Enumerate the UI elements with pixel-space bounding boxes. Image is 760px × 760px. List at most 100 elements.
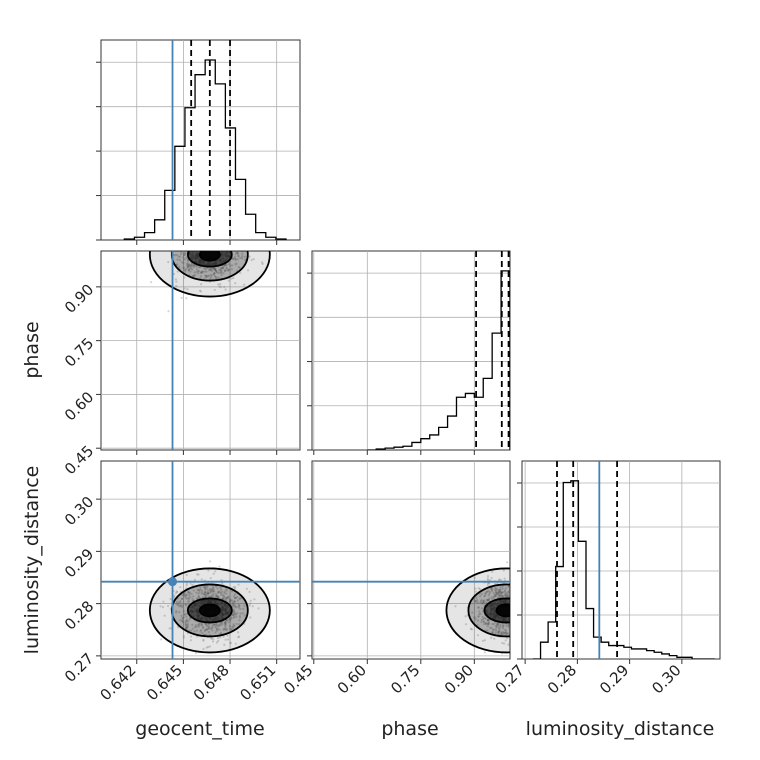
sample-point xyxy=(515,606,517,608)
sample-point xyxy=(224,626,227,629)
sample-point xyxy=(199,236,201,238)
sample-point xyxy=(538,606,540,608)
sample-point xyxy=(198,591,201,594)
sample-point xyxy=(541,600,543,602)
sample-point xyxy=(201,233,203,235)
sample-point xyxy=(494,631,497,634)
sample-point xyxy=(203,588,207,591)
sample-point xyxy=(186,287,189,291)
sample-point xyxy=(182,636,185,639)
sample-point xyxy=(204,622,207,626)
sample-point xyxy=(210,595,213,598)
sample-point xyxy=(179,586,182,589)
sample-point xyxy=(186,622,189,626)
sample-point xyxy=(510,602,512,604)
sample-point xyxy=(231,625,234,629)
panel-frame xyxy=(311,250,511,451)
sample-point xyxy=(213,268,217,271)
sample-point xyxy=(518,599,520,601)
sample-point xyxy=(178,611,181,614)
sample-point xyxy=(234,586,237,589)
sample-point xyxy=(486,578,490,582)
sample-point xyxy=(205,244,207,246)
sample-point xyxy=(193,247,195,249)
sample-point xyxy=(494,621,497,624)
sample-point xyxy=(476,634,480,637)
sample-point xyxy=(217,269,221,272)
sample-point xyxy=(204,231,206,233)
sample-point xyxy=(229,627,232,630)
sample-point xyxy=(216,242,218,244)
sample-point xyxy=(201,248,203,250)
sample-point xyxy=(175,610,178,613)
sample-point xyxy=(212,248,214,250)
sample-point xyxy=(214,269,217,273)
histogram-phase xyxy=(367,270,510,450)
sample-point xyxy=(518,604,520,606)
sample-point xyxy=(219,283,222,286)
sample-point xyxy=(188,594,191,597)
sample-point xyxy=(234,613,237,616)
sample-point xyxy=(185,573,188,577)
sample-point xyxy=(509,593,510,596)
sample-point xyxy=(233,615,236,619)
sample-point xyxy=(551,633,553,635)
sample-point xyxy=(476,619,480,622)
sample-point xyxy=(486,618,490,621)
sample-point xyxy=(537,588,539,590)
sample-point xyxy=(519,632,521,634)
sample-point xyxy=(223,285,226,289)
sample-point xyxy=(209,627,212,630)
sample-point xyxy=(492,592,495,595)
x-tick-label-phase: 0.75 xyxy=(387,661,423,697)
sample-point xyxy=(219,247,221,249)
sample-point xyxy=(235,262,238,265)
sample-point xyxy=(513,595,515,597)
sample-point xyxy=(203,244,205,246)
sample-point xyxy=(507,626,510,629)
sample-point xyxy=(236,252,239,255)
sample-point xyxy=(186,242,188,244)
y-tick-label-phase: 0.60 xyxy=(61,388,97,424)
sample-point xyxy=(511,633,513,635)
sample-point xyxy=(207,592,210,595)
sample-point xyxy=(212,623,215,626)
sample-point xyxy=(204,587,207,590)
sample-point xyxy=(185,262,189,265)
sample-point xyxy=(226,234,228,236)
sample-point xyxy=(496,593,499,596)
sample-point xyxy=(175,284,178,287)
sample-point xyxy=(187,263,190,266)
sample-point xyxy=(486,599,489,602)
sample-point xyxy=(169,251,172,253)
sample-point xyxy=(184,237,186,239)
sample-point xyxy=(514,596,516,598)
sample-point xyxy=(204,274,207,277)
sample-point xyxy=(490,587,494,590)
sample-point xyxy=(501,587,504,590)
sample-point xyxy=(473,599,476,603)
sample-point xyxy=(487,622,491,625)
sample-point xyxy=(204,267,207,270)
sample-point xyxy=(198,243,200,245)
sample-point xyxy=(211,270,214,273)
panel-frame xyxy=(100,460,301,660)
sample-point xyxy=(181,604,184,607)
sample-point xyxy=(474,600,477,603)
sample-point xyxy=(488,582,491,585)
sample-point xyxy=(216,241,218,243)
sample-point xyxy=(202,233,204,235)
sample-point xyxy=(175,601,179,604)
sample-point xyxy=(204,586,207,589)
sample-point xyxy=(218,285,221,288)
sample-point xyxy=(217,591,220,594)
sample-point xyxy=(178,265,181,268)
sample-point xyxy=(519,598,521,600)
sample-point xyxy=(496,631,500,634)
sample-point xyxy=(512,598,514,600)
sample-point xyxy=(192,265,195,269)
sample-point xyxy=(482,617,485,621)
sample-point xyxy=(502,624,505,627)
sample-point xyxy=(183,258,186,261)
sample-point xyxy=(499,592,503,595)
